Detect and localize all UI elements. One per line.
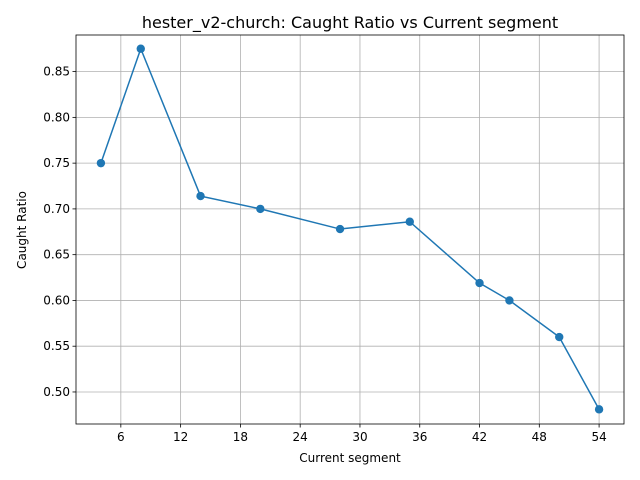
x-tick-label: 48 xyxy=(532,430,547,444)
data-point xyxy=(256,204,265,214)
x-tick-label: 30 xyxy=(352,430,367,444)
data-point xyxy=(196,191,205,201)
series-caught-ratio xyxy=(96,44,604,414)
data-point xyxy=(475,278,484,288)
data-point xyxy=(405,217,414,226)
data-point xyxy=(96,158,106,168)
y-tick-label: 0.70 xyxy=(43,202,70,216)
y-tick-label: 0.80 xyxy=(43,110,70,124)
y-tick-label: 0.85 xyxy=(43,65,70,79)
series-line xyxy=(100,46,600,410)
data-point xyxy=(594,405,604,414)
y-tick-label: 0.60 xyxy=(43,293,70,307)
x-tick-label: 18 xyxy=(233,430,248,444)
data-point xyxy=(555,332,564,342)
x-tick-label: 54 xyxy=(591,430,606,444)
x-tick-label: 42 xyxy=(472,430,487,444)
data-point xyxy=(335,224,345,234)
grid-lines xyxy=(76,35,624,424)
plot-area-frame xyxy=(75,34,625,425)
x-axis-label: Current segment xyxy=(299,451,401,465)
y-tick-label: 0.75 xyxy=(43,156,70,170)
y-tick-label: 0.50 xyxy=(43,385,70,399)
x-tick-label: 36 xyxy=(412,430,427,444)
axis-ticks: 6 12 18 24 30 36 42 48 54 0.50 0.55 0.60 0.65 0.70 0.7… xyxy=(43,65,606,444)
x-tick-label: 24 xyxy=(293,430,308,444)
data-point xyxy=(505,296,514,305)
x-tick-label: 6 xyxy=(117,430,125,444)
chart-title: hester_v2-church: Caught Ratio vs Curren… xyxy=(142,13,558,33)
y-tick-label: 0.55 xyxy=(43,339,70,353)
x-tick-label: 12 xyxy=(173,430,188,444)
y-axis-label: Caught Ratio xyxy=(15,191,29,269)
data-point xyxy=(136,44,145,53)
y-tick-label: 0.65 xyxy=(43,248,70,262)
